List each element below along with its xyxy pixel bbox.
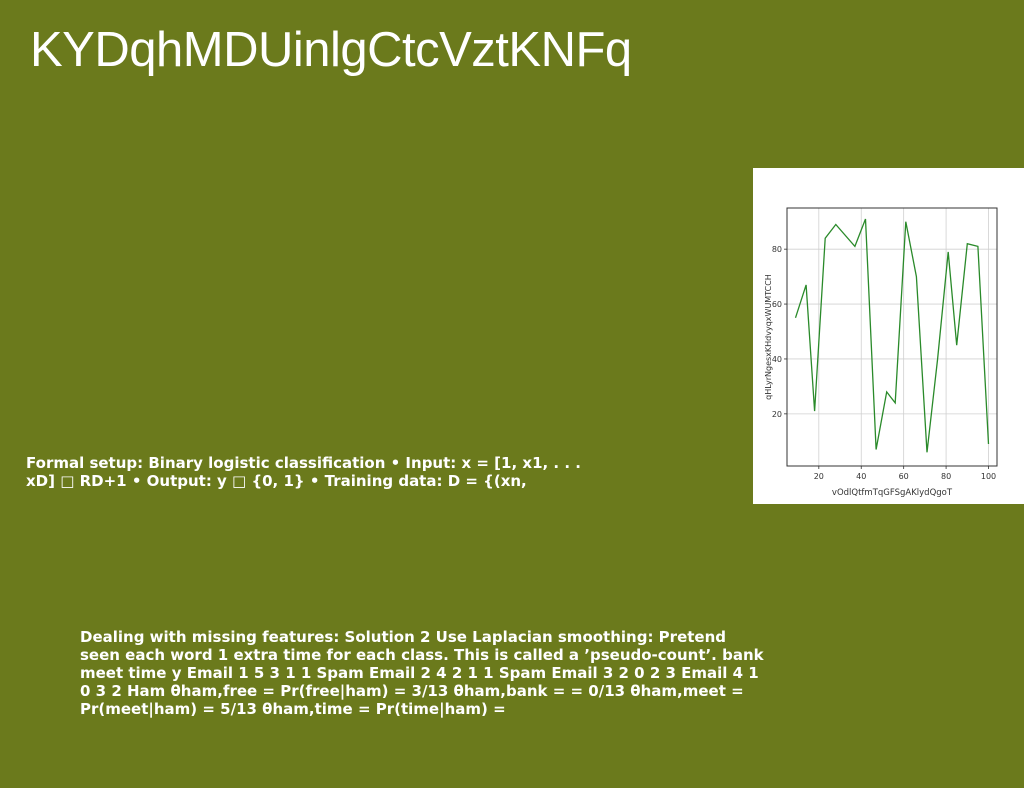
y-tick-label: 60 xyxy=(772,300,782,309)
x-tick-label: 80 xyxy=(941,472,951,481)
y-ticks: 20 40 60 80 xyxy=(772,245,787,419)
x-tick-label: 40 xyxy=(856,472,866,481)
y-tick-label: 20 xyxy=(772,410,782,419)
plot-frame xyxy=(786,207,998,467)
x-axis-label: vOdlQtfmTqGFSgAKlydQgoT xyxy=(832,488,953,498)
x-tick-label: 20 xyxy=(814,472,824,481)
y-axis-label: qHLyrNgesxKHdvyqxWUMTCCH xyxy=(764,274,773,400)
slide-title: KYDqhMDUinlgCtcVztKNFq xyxy=(30,23,632,77)
chart-canvas: 20 40 60 80 100 20 40 60 80 vOdlQtfmTqGFSgAKlyd… xyxy=(764,207,998,498)
series-line xyxy=(794,218,990,453)
line-chart: 20 40 60 80 100 20 40 60 80 vOdlQtfmTqGFSgAKlyd… xyxy=(753,168,1024,504)
x-tick-label: 60 xyxy=(899,472,909,481)
text-block-logistic: Formal setup: Binary logistic classifica… xyxy=(26,454,581,490)
x-tick-label: 100 xyxy=(981,472,996,481)
x-ticks: 20 40 60 80 100 xyxy=(814,466,996,481)
text-block-smoothing: Dealing with missing features: Solution … xyxy=(80,628,764,718)
y-tick-label: 80 xyxy=(772,245,782,254)
y-tick-label: 40 xyxy=(772,355,782,364)
